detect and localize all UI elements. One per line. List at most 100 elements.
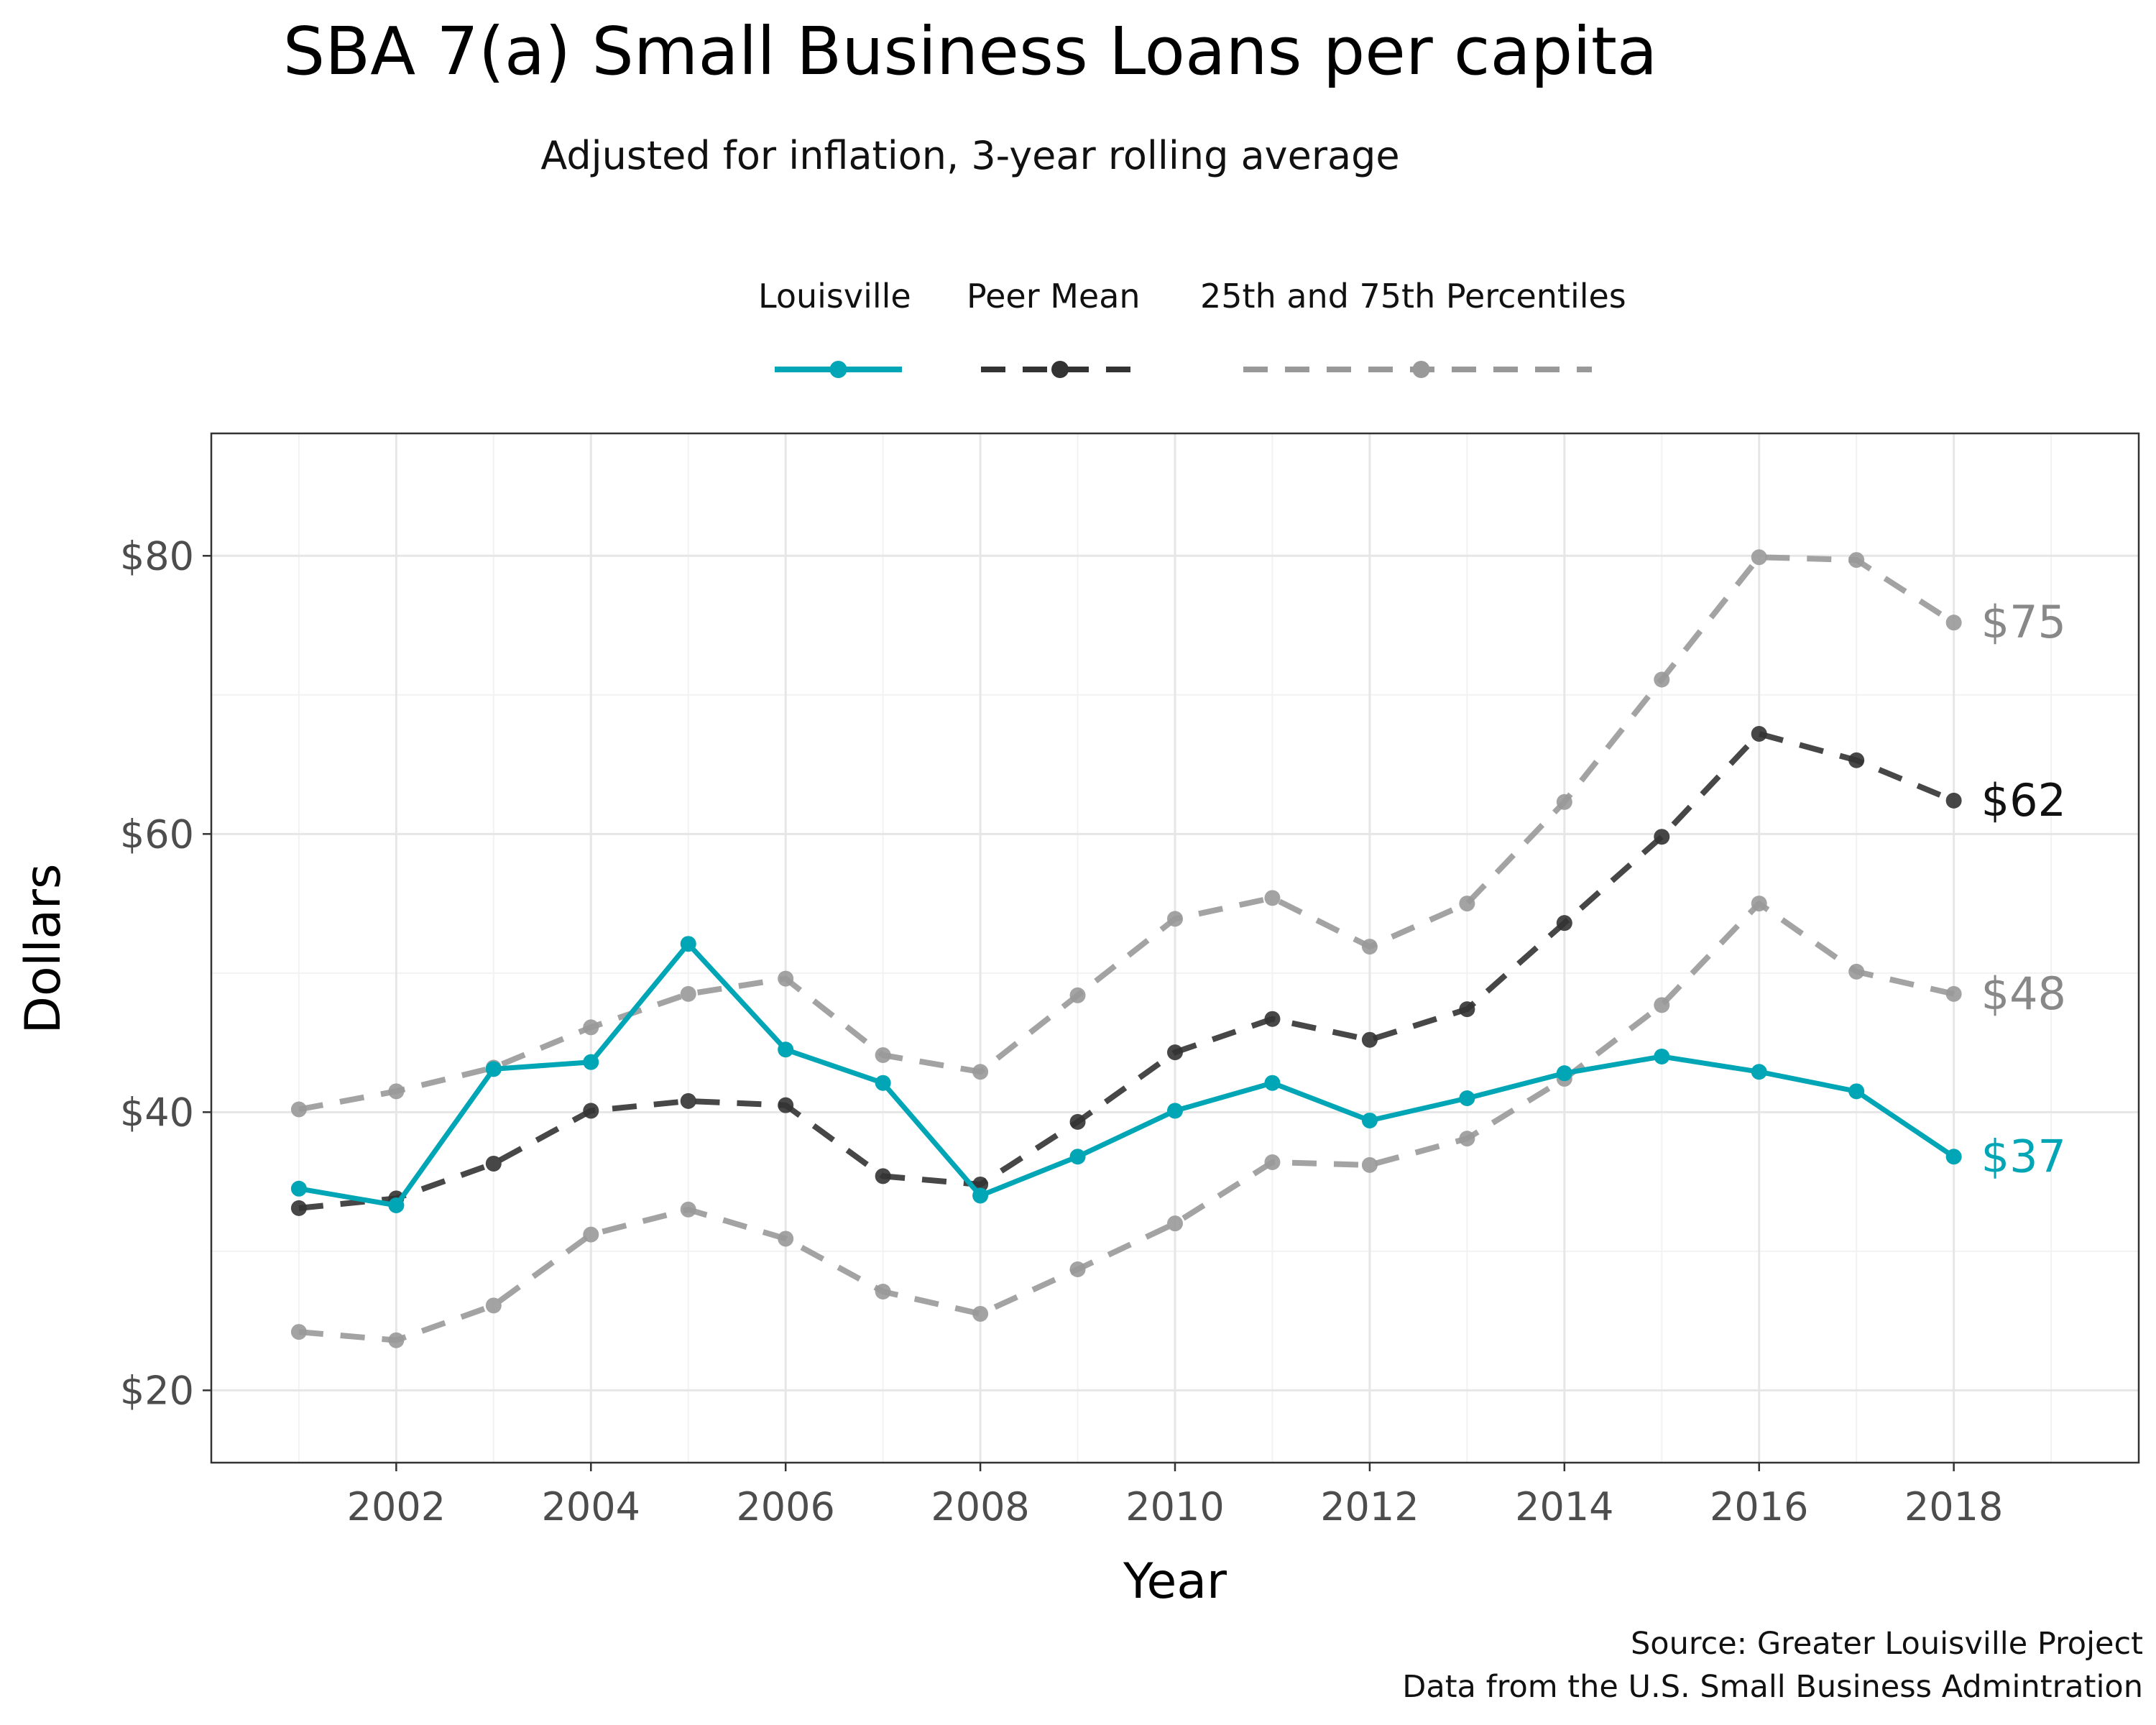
data-point-25th-and-75th-percentiles-2001 (290, 1324, 307, 1340)
data-point-25th-and-75th-percentiles-2005 (680, 985, 696, 1002)
x-tick-label: 2006 (736, 1484, 834, 1530)
data-point-louisville-2001 (290, 1180, 307, 1197)
data-point-peer-mean-2014 (1556, 915, 1572, 932)
data-point-25th-and-75th-percentiles-2008 (972, 1305, 989, 1322)
data-point-peer-mean-2001 (290, 1200, 307, 1216)
data-point-25th-and-75th-percentiles-2003 (485, 1297, 502, 1314)
data-point-25th-and-75th-percentiles-2017 (1848, 552, 1865, 569)
legend-key-louisville-point (829, 361, 847, 378)
data-point-25th-and-75th-percentiles-2009 (1069, 1261, 1086, 1278)
source-line-1: Source: Greater Louisville Project (1630, 1626, 2143, 1662)
data-point-25th-and-75th-percentiles-2015 (1654, 671, 1670, 688)
source-line-2: Data from the U.S. Small Business Admint… (1402, 1669, 2143, 1705)
data-point-25th-and-75th-percentiles-2016 (1751, 896, 1767, 912)
y-tick-label: $60 (120, 811, 194, 857)
data-point-25th-and-75th-percentiles-2013 (1459, 896, 1475, 912)
data-point-louisville-2007 (875, 1075, 891, 1091)
x-tick-label: 2002 (347, 1484, 446, 1530)
x-tick-label: 2012 (1320, 1484, 1419, 1530)
x-tick-label: 2014 (1515, 1484, 1613, 1530)
end-label-louisville: $37 (1981, 1130, 2066, 1182)
end-label-25th-and-75th-percentiles: $48 (1981, 967, 2066, 1020)
data-point-25th-and-75th-percentiles-2010 (1167, 1215, 1183, 1232)
data-point-peer-mean-2015 (1654, 829, 1670, 845)
y-tick-label: $80 (120, 533, 194, 579)
series-line-peer-mean (298, 731, 1955, 1211)
x-tick-label: 2018 (1904, 1484, 2003, 1530)
data-point-peer-mean-2006 (778, 1097, 794, 1113)
data-point-peer-mean-2003 (485, 1155, 502, 1172)
data-point-louisville-2016 (1751, 1064, 1767, 1080)
data-point-peer-mean-2012 (1361, 1031, 1378, 1048)
data-point-25th-and-75th-percentiles-2006 (778, 1230, 794, 1247)
data-point-25th-and-75th-percentiles-2017 (1848, 963, 1865, 980)
data-point-25th-and-75th-percentiles-2013 (1459, 1131, 1475, 1147)
y-tick-label: $40 (120, 1090, 194, 1135)
data-point-25th-and-75th-percentiles-2012 (1361, 1156, 1378, 1173)
legend-label-peer-mean: Peer Mean (967, 277, 1141, 316)
end-label-peer-mean: $62 (1981, 774, 2066, 827)
data-point-peer-mean-2013 (1459, 1001, 1475, 1018)
data-point-peer-mean-2007 (875, 1168, 891, 1184)
series-line-25th-and-75th-percentiles (298, 901, 1955, 1343)
data-point-25th-and-75th-percentiles-2011 (1264, 890, 1281, 906)
x-tick-label: 2016 (1710, 1484, 1808, 1530)
x-tick-label: 2008 (931, 1484, 1029, 1530)
legend-label-percentiles: 25th and 75th Percentiles (1200, 277, 1626, 316)
series-layer: $75 $48 $62 $37 (290, 549, 2066, 1348)
data-point-25th-and-75th-percentiles-2014 (1556, 794, 1572, 810)
data-point-25th-and-75th-percentiles-2007 (875, 1047, 891, 1064)
data-point-louisville-2014 (1556, 1065, 1572, 1082)
y-axis-title: Dollars (15, 864, 72, 1034)
chart-subtitle: Adjusted for inflation, 3-year rolling a… (540, 133, 1400, 178)
data-point-peer-mean-2009 (1069, 1113, 1086, 1130)
data-point-louisville-2009 (1069, 1149, 1086, 1165)
data-point-louisville-2004 (583, 1054, 599, 1070)
legend-label-louisville: Louisville (758, 277, 911, 316)
legend-key-percentiles-point (1412, 361, 1430, 378)
data-point-louisville-2002 (388, 1197, 405, 1213)
data-point-louisville-2010 (1167, 1103, 1183, 1119)
end-label-25th-and-75th-percentiles: $75 (1981, 596, 2066, 648)
series-line-louisville (298, 941, 1955, 1208)
data-point-25th-and-75th-percentiles-2002 (388, 1332, 405, 1348)
legend-key-peer-mean-point (1051, 361, 1069, 378)
x-axis-title: Year (1123, 1553, 1227, 1610)
grid-layer (211, 433, 2139, 1463)
chart-title: SBA 7(a) Small Business Loans per capita (282, 13, 1658, 90)
data-point-peer-mean-2005 (680, 1092, 696, 1109)
data-point-louisville-2013 (1459, 1090, 1475, 1106)
data-point-25th-and-75th-percentiles-2004 (583, 1019, 599, 1036)
data-point-louisville-2008 (972, 1187, 989, 1204)
data-point-25th-and-75th-percentiles-2005 (680, 1201, 696, 1218)
data-point-25th-and-75th-percentiles-2009 (1069, 987, 1086, 1003)
axis-layer: 2002 2004 2006 2008 2010 2012 2014 2016 2018 $20 $… (120, 533, 2003, 1530)
data-point-louisville-2005 (680, 936, 696, 952)
x-tick-label: 2004 (542, 1484, 640, 1530)
data-point-25th-and-75th-percentiles-2011 (1264, 1154, 1281, 1171)
data-point-louisville-2011 (1264, 1075, 1281, 1091)
legend-layer (775, 361, 1592, 378)
data-point-peer-mean-2010 (1167, 1044, 1183, 1061)
data-point-25th-and-75th-percentiles-2007 (875, 1283, 891, 1300)
data-point-25th-and-75th-percentiles-2018 (1945, 985, 1962, 1002)
data-point-25th-and-75th-percentiles-2018 (1945, 615, 1962, 631)
data-point-25th-and-75th-percentiles-2008 (972, 1064, 989, 1080)
data-point-25th-and-75th-percentiles-2002 (388, 1083, 405, 1100)
data-point-peer-mean-2017 (1848, 752, 1865, 768)
data-point-25th-and-75th-percentiles-2012 (1361, 939, 1378, 955)
data-point-25th-and-75th-percentiles-2004 (583, 1226, 599, 1243)
data-point-louisville-2003 (485, 1061, 502, 1077)
data-point-louisville-2017 (1848, 1083, 1865, 1100)
data-point-louisville-2018 (1945, 1149, 1962, 1165)
data-point-25th-and-75th-percentiles-2016 (1751, 549, 1767, 566)
y-tick-label: $20 (120, 1368, 194, 1413)
data-point-peer-mean-2018 (1945, 792, 1962, 809)
data-point-peer-mean-2016 (1751, 725, 1767, 742)
data-point-25th-and-75th-percentiles-2015 (1654, 997, 1670, 1013)
data-point-25th-and-75th-percentiles-2010 (1167, 911, 1183, 927)
data-point-peer-mean-2011 (1264, 1011, 1281, 1027)
data-point-25th-and-75th-percentiles-2001 (290, 1101, 307, 1118)
x-tick-label: 2010 (1125, 1484, 1224, 1530)
